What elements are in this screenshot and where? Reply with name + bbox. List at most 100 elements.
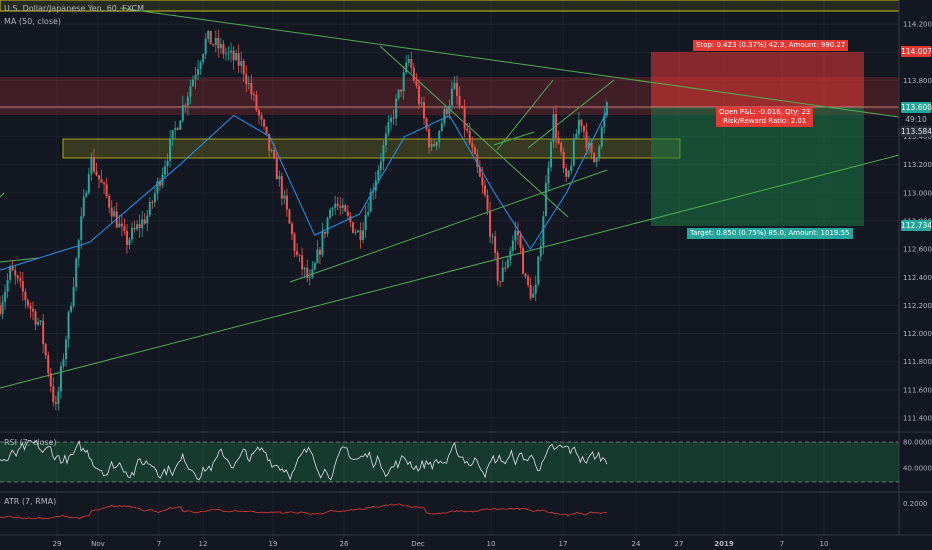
- candle-body: [590, 142, 593, 153]
- candle-body: [567, 170, 570, 177]
- candle-body: [62, 359, 65, 366]
- candle-body: [433, 144, 436, 146]
- candle-body: [108, 195, 111, 208]
- candle-body: [146, 215, 149, 224]
- candle-body: [90, 157, 93, 174]
- candle-body: [552, 114, 555, 142]
- candle-body: [346, 211, 349, 216]
- candle-body: [504, 267, 507, 269]
- candle-body: [471, 143, 474, 148]
- candle-body: [410, 59, 413, 68]
- candle-body: [85, 192, 88, 197]
- candle-body: [21, 281, 24, 292]
- candle-body: [473, 147, 476, 155]
- candle-body: [486, 195, 489, 211]
- candle-body: [268, 133, 271, 151]
- candle-body: [405, 62, 408, 73]
- candle-body: [443, 108, 446, 124]
- candle-body: [336, 203, 339, 207]
- candle-body: [204, 38, 207, 55]
- candle-body: [331, 207, 334, 210]
- candle-body: [242, 61, 245, 75]
- candle-body: [57, 391, 60, 404]
- candle-body: [549, 141, 552, 168]
- candle-body: [341, 205, 344, 208]
- candle-body: [392, 117, 395, 119]
- candle-body: [598, 146, 601, 158]
- candle-body: [273, 150, 276, 158]
- candle-body: [224, 53, 227, 55]
- candle-body: [255, 94, 258, 111]
- candle-body: [570, 165, 573, 171]
- candle-body: [95, 171, 98, 176]
- candle-body: [209, 30, 212, 45]
- candle-body: [176, 128, 179, 130]
- candle-body: [247, 83, 250, 85]
- time-tick-label: 24: [632, 540, 641, 548]
- candle-body: [128, 239, 131, 245]
- price-tick-label: 113.200: [903, 161, 932, 169]
- candle-body: [318, 249, 321, 255]
- candle-body: [539, 246, 542, 257]
- candle-body: [80, 216, 83, 241]
- candle-body: [265, 126, 268, 134]
- candle-body: [283, 195, 286, 199]
- atr-line: [0, 503, 607, 520]
- candle-body: [240, 61, 243, 66]
- atr-legend[interactable]: ATR (7, RMA): [4, 497, 57, 506]
- price-tick-label: 113.800: [903, 77, 932, 85]
- candle-body: [214, 38, 217, 45]
- candle-body: [402, 72, 405, 92]
- candle-body: [179, 120, 182, 130]
- candle-body: [257, 110, 260, 116]
- rsi-legend[interactable]: RSI (7, close): [4, 438, 57, 447]
- candle-body: [562, 151, 565, 169]
- atr-tick-label: 0.2000: [903, 500, 928, 508]
- candle-body: [141, 219, 144, 229]
- candle-body: [92, 157, 95, 172]
- candle-body: [296, 251, 299, 255]
- ma-legend[interactable]: MA (50, close): [4, 17, 62, 26]
- candle-body: [118, 223, 121, 228]
- candle-body: [588, 142, 591, 148]
- candle-body: [529, 284, 532, 298]
- channel-line-2: [493, 131, 535, 146]
- open-pnl-label: Open P&L: -0.016, Qty: 23: [719, 108, 811, 116]
- candle-body: [34, 311, 37, 325]
- candle-body: [524, 273, 527, 277]
- moving-average-line: [0, 111, 608, 271]
- candle-body: [595, 157, 598, 163]
- grid-lines: [0, 0, 899, 535]
- candle-body: [359, 230, 362, 241]
- candle-body: [600, 127, 603, 147]
- candle-body: [138, 224, 141, 229]
- candle-body: [72, 287, 75, 307]
- candle-body: [501, 267, 504, 282]
- candle-body: [0, 305, 1, 314]
- candle-body: [483, 185, 486, 196]
- candle-body: [369, 192, 372, 213]
- bar-countdown: 49:10: [901, 114, 931, 125]
- symbol-legend[interactable]: U.S. Dollar/Japanese Yen, 60, FXCM: [4, 4, 144, 13]
- time-tick-label: 10: [487, 540, 496, 548]
- candle-body: [166, 160, 169, 167]
- candle-body: [466, 128, 469, 131]
- candle-body: [290, 223, 293, 235]
- candle-body: [395, 98, 398, 119]
- candle-body: [364, 214, 367, 231]
- candle-body: [270, 150, 273, 152]
- candle-body: [47, 355, 50, 374]
- candle-body: [153, 193, 156, 203]
- candle-body: [230, 50, 233, 53]
- candle-body: [245, 74, 248, 85]
- candle-body: [323, 231, 326, 234]
- candle-body: [14, 270, 17, 276]
- candle-body: [382, 145, 385, 162]
- candle-body: [461, 105, 464, 109]
- candle-body: [448, 105, 451, 114]
- candle-body: [303, 267, 306, 270]
- candle-body: [151, 201, 154, 203]
- descending-trendline: [119, 7, 900, 118]
- candle-body: [542, 216, 545, 247]
